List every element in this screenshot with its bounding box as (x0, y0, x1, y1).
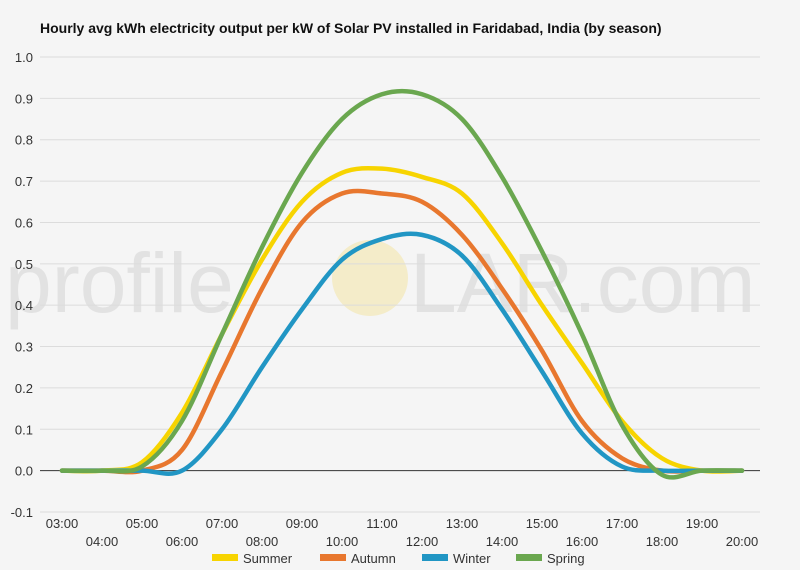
grid (40, 56, 760, 513)
x-axis: 03:00 04:00 05:00 06:00 07:00 08:00 09:00 10:00… (46, 516, 759, 549)
x-tick-label: 03:00 (46, 516, 79, 531)
watermark-left-text: profile (5, 236, 234, 330)
x-tick-label: 16:00 (566, 534, 599, 549)
legend-label-autumn: Autumn (351, 551, 396, 566)
y-tick-label: 0.7 (15, 174, 33, 189)
y-tick-label: 0.1 (15, 422, 33, 437)
x-tick-label: 10:00 (326, 534, 359, 549)
legend: Summer Autumn Winter Spring (212, 551, 585, 566)
x-tick-label: 15:00 (526, 516, 559, 531)
y-tick-label: 0.2 (15, 381, 33, 396)
chart-title: Hourly avg kWh electricity output per kW… (40, 20, 662, 36)
x-tick-label: 05:00 (126, 516, 159, 531)
x-tick-label: 09:00 (286, 516, 319, 531)
y-tick-label: -0.1 (11, 505, 33, 520)
legend-label-winter: Winter (453, 551, 491, 566)
x-tick-label: 06:00 (166, 534, 199, 549)
y-tick-label: 0.5 (15, 257, 33, 272)
x-tick-label: 20:00 (726, 534, 759, 549)
series-lines (59, 88, 745, 480)
legend-label-spring: Spring (547, 551, 585, 566)
watermark: profile LAR.com (5, 236, 755, 330)
y-tick-label: 0.4 (15, 298, 33, 313)
y-tick-label: 1.0 (15, 50, 33, 65)
legend-swatch-summer (212, 554, 238, 561)
watermark-sun-logo (332, 240, 408, 316)
legend-swatch-winter (422, 554, 448, 561)
x-tick-label: 18:00 (646, 534, 679, 549)
series-line-autumn (59, 188, 745, 475)
y-tick-label: 0.6 (15, 215, 33, 230)
x-tick-label: 14:00 (486, 534, 519, 549)
watermark-right-text: LAR.com (410, 236, 755, 330)
x-tick-label: 11:00 (366, 516, 398, 531)
x-tick-label: 07:00 (206, 516, 239, 531)
x-tick-label: 12:00 (406, 534, 439, 549)
y-tick-label: 0.0 (15, 464, 33, 479)
legend-swatch-spring (516, 554, 542, 561)
legend-label-summer: Summer (243, 551, 293, 566)
x-tick-label: 04:00 (86, 534, 119, 549)
legend-swatch-autumn (320, 554, 346, 561)
x-tick-label: 19:00 (686, 516, 719, 531)
y-tick-label: 0.8 (15, 133, 33, 148)
x-tick-label: 17:00 (606, 516, 639, 531)
series-line-spring (59, 88, 745, 480)
x-tick-label: 08:00 (246, 534, 279, 549)
x-tick-label: 13:00 (446, 516, 479, 531)
y-tick-label: 0.3 (15, 340, 33, 355)
y-tick-label: 0.9 (15, 91, 33, 106)
y-axis: 1.0 0.9 0.8 0.7 0.6 0.5 0.4 0.3 0.2 0.1 0.0 -0.1 (11, 50, 33, 520)
series-line-winter (59, 231, 745, 476)
